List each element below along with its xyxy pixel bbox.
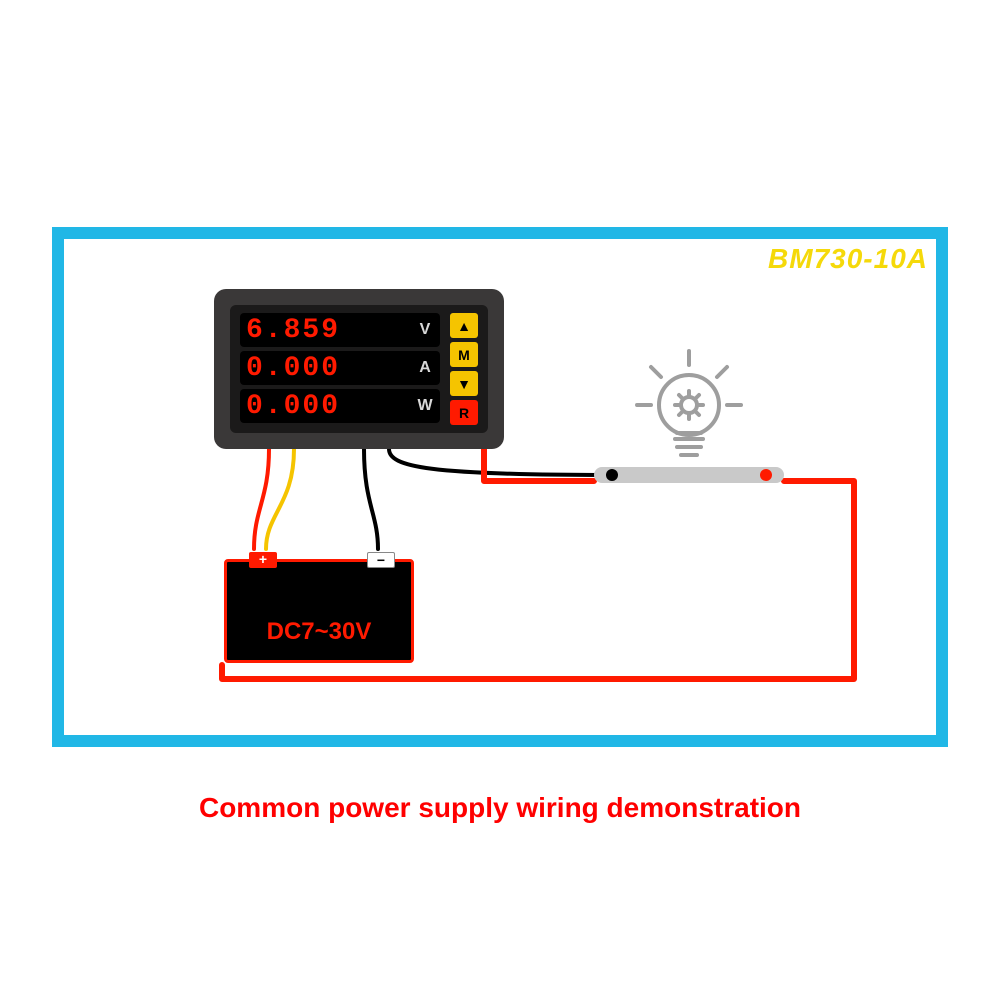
diagram-frame: BM730-10A 6.859V0.000A0.000W ▲M▼R + − DC… <box>52 227 948 747</box>
lightbulb-icon <box>629 347 749 467</box>
lcd-row-w: 0.000 W <box>240 389 440 423</box>
mode-button[interactable]: M <box>450 342 478 367</box>
load-connector-strip <box>594 467 784 483</box>
lcd-column: 6.859 V 0.000 A 0.000 W <box>240 313 440 425</box>
reset-button[interactable]: R <box>450 400 478 425</box>
meter-inner-panel: 6.859 V 0.000 A 0.000 W ▲ M ▼ R <box>230 305 488 433</box>
lcd-row-a: 0.000 A <box>240 351 440 385</box>
reading-unit: V <box>416 321 434 339</box>
reading-value: 0.000 <box>246 391 410 422</box>
battery: + − DC7~30V <box>224 559 414 663</box>
caption-text: Common power supply wiring demonstration <box>0 792 1000 824</box>
battery-negative-terminal: − <box>367 552 395 568</box>
reading-value: 0.000 <box>246 353 410 384</box>
battery-positive-terminal: + <box>249 552 277 568</box>
load-negative-terminal <box>606 469 618 481</box>
multimeter-device: 6.859 V 0.000 A 0.000 W ▲ M ▼ R <box>214 289 504 449</box>
up-button[interactable]: ▲ <box>450 313 478 338</box>
battery-label: DC7~30V <box>227 618 411 646</box>
load-positive-terminal <box>760 469 772 481</box>
reading-value: 6.859 <box>246 315 410 346</box>
reading-unit: A <box>416 359 434 377</box>
down-button[interactable]: ▼ <box>450 371 478 396</box>
button-column: ▲ M ▼ R <box>450 313 478 425</box>
reading-unit: W <box>416 397 434 415</box>
lcd-row-v: 6.859 V <box>240 313 440 347</box>
